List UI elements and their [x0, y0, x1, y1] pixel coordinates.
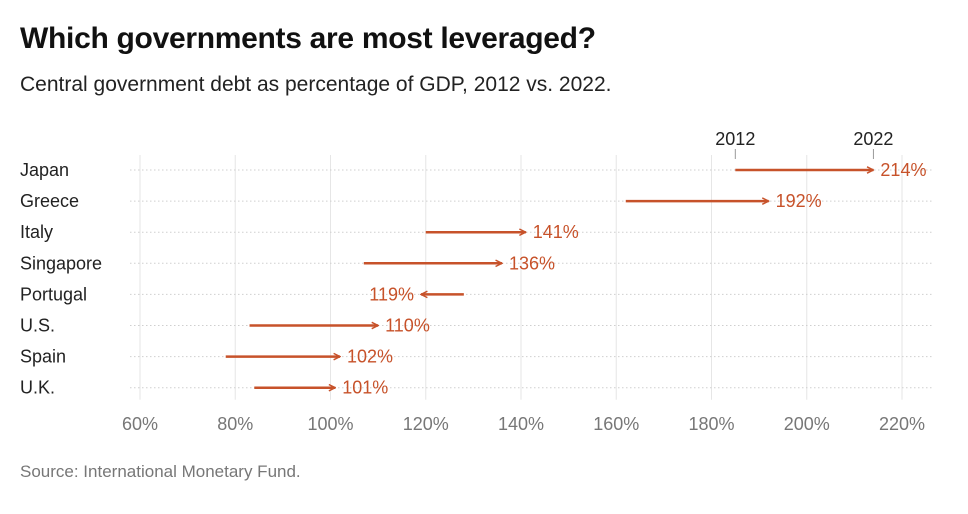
category-label: Japan — [20, 160, 69, 180]
x-axis-ticks: 60% 80% 100% 120% 140% 160% 180% 200% 220% — [122, 414, 925, 434]
value-label: 141% — [533, 222, 579, 242]
x-tick-label: 160% — [593, 414, 639, 434]
x-tick-label: 200% — [784, 414, 830, 434]
x-tick-label: 220% — [879, 414, 925, 434]
value-label: 110% — [385, 316, 430, 336]
horizontal-gridlines — [130, 169, 932, 389]
value-label: 192% — [776, 191, 822, 211]
legend-end-label: 2022 — [853, 129, 893, 149]
value-label: 119% — [369, 284, 414, 304]
vertical-gridlines — [139, 155, 903, 400]
x-tick-label: 140% — [498, 414, 544, 434]
category-label: U.S. — [20, 316, 55, 336]
category-label: Italy — [20, 222, 53, 242]
chart-subtitle: Central government debt as percentage of… — [20, 73, 612, 96]
legend: 2012 2022 — [715, 129, 893, 159]
category-label: Singapore — [20, 253, 102, 273]
series-arrows — [225, 170, 874, 388]
legend-start-label: 2012 — [715, 129, 755, 149]
value-labels: 214% 192% 141% 136% 119% 110% 102% 101% — [342, 160, 926, 398]
category-labels: Japan Greece Italy Singapore Portugal U.S. Spa… — [20, 160, 102, 398]
value-label: 136% — [509, 253, 555, 273]
x-tick-label: 100% — [307, 414, 353, 434]
category-label: Spain — [20, 347, 66, 367]
chart-title: Which governments are most leveraged? — [20, 22, 596, 55]
x-tick-label: 180% — [688, 414, 734, 434]
value-label: 102% — [347, 347, 393, 367]
category-label: U.K. — [20, 378, 55, 398]
category-label: Portugal — [20, 284, 87, 304]
x-tick-label: 60% — [122, 414, 158, 434]
source-note: Source: International Monetary Fund. — [20, 462, 301, 481]
value-label: 214% — [880, 160, 926, 180]
category-label: Greece — [20, 191, 79, 211]
value-label: 101% — [342, 378, 388, 398]
x-tick-label: 120% — [403, 414, 449, 434]
x-tick-label: 80% — [217, 414, 253, 434]
